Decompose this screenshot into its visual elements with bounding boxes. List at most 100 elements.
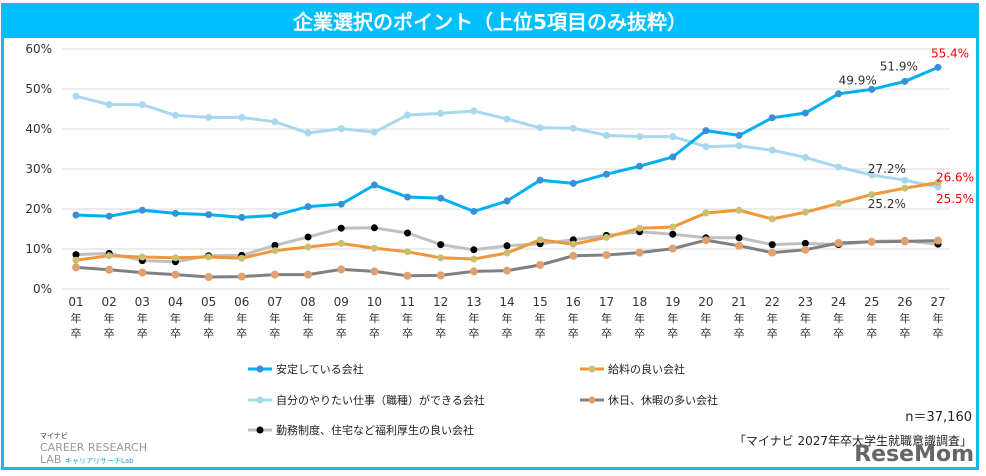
data-point	[72, 256, 80, 264]
data-point	[702, 143, 710, 151]
x-tick-label: 02	[102, 295, 117, 309]
x-tick-suffix: 年	[800, 311, 811, 325]
data-point	[503, 266, 511, 275]
data-point	[205, 253, 213, 261]
data-point	[835, 199, 843, 207]
x-tick-suffix: 卒	[369, 326, 380, 340]
data-point	[403, 271, 412, 280]
data-label: 51.9%	[880, 59, 918, 73]
data-point	[337, 224, 345, 232]
legend-label: 自分のやりたい仕事（職種）ができる会社	[276, 394, 485, 407]
data-point	[370, 224, 378, 232]
data-point	[72, 211, 80, 219]
x-tick-suffix: 卒	[402, 326, 413, 340]
x-tick-suffix: 年	[435, 311, 446, 325]
data-point	[437, 194, 445, 202]
x-tick-suffix: 卒	[336, 326, 347, 340]
data-point	[569, 124, 577, 132]
x-tick-suffix: 卒	[303, 326, 314, 340]
data-label: 26.6%	[936, 171, 974, 185]
x-tick-suffix: 年	[933, 311, 944, 325]
data-point	[536, 176, 544, 184]
data-point	[270, 270, 279, 279]
data-point	[536, 261, 545, 269]
data-point	[105, 212, 113, 220]
data-label: 55.4%	[931, 46, 969, 60]
data-point	[105, 101, 113, 109]
data-point	[304, 203, 312, 211]
data-point	[337, 265, 346, 274]
x-tick-suffix: 年	[667, 311, 678, 325]
x-tick-suffix: 年	[700, 311, 711, 325]
x-tick-label: 06	[234, 295, 249, 309]
data-point	[304, 243, 312, 251]
data-point	[404, 248, 412, 256]
data-point	[735, 234, 743, 242]
x-tick-suffix: 年	[767, 311, 778, 325]
chart-title: 企業選択のポイント（上位5項目のみ抜粋）	[4, 6, 976, 38]
legend-item: 勤務制度、住宅など福利厚生の良い会社	[248, 422, 474, 438]
data-point	[404, 193, 412, 201]
x-tick-suffix: 年	[468, 311, 479, 325]
x-tick-label: 17	[599, 295, 614, 309]
data-point	[105, 265, 114, 274]
data-point	[669, 223, 677, 231]
data-point	[934, 179, 942, 187]
x-tick-label: 10	[367, 295, 382, 309]
y-tick-label: 0%	[33, 282, 52, 296]
x-tick-suffix: 卒	[866, 326, 877, 340]
data-point	[934, 63, 942, 71]
x-tick-suffix: 卒	[700, 326, 711, 340]
x-tick-label: 26	[897, 295, 912, 309]
data-point	[304, 129, 312, 137]
x-tick-suffix: 年	[568, 311, 579, 325]
x-tick-suffix: 卒	[800, 326, 811, 340]
data-point	[536, 236, 544, 244]
data-point	[72, 251, 80, 259]
data-label: 25.5%	[936, 192, 974, 206]
data-point	[238, 254, 246, 262]
y-tick-label: 50%	[25, 82, 52, 96]
data-point	[404, 111, 412, 119]
data-point	[636, 162, 644, 170]
x-tick-suffix: 卒	[767, 326, 778, 340]
data-point	[370, 128, 378, 136]
data-point	[503, 249, 511, 257]
data-point	[868, 171, 876, 179]
x-tick-label: 19	[665, 295, 680, 309]
data-point	[271, 211, 279, 219]
x-tick-suffix: 年	[203, 311, 214, 325]
resemom-watermark: ReseMom	[854, 442, 974, 467]
data-point	[370, 244, 378, 252]
data-point	[868, 85, 876, 93]
data-point	[635, 248, 644, 257]
data-point	[867, 237, 876, 246]
data-point	[304, 233, 312, 241]
data-label: 49.9%	[839, 73, 877, 87]
x-tick-suffix: 年	[170, 311, 181, 325]
data-point	[701, 236, 710, 245]
data-point	[503, 115, 511, 123]
data-point	[702, 127, 710, 135]
y-tick-label: 30%	[25, 162, 52, 176]
x-tick-label: 12	[433, 295, 448, 309]
data-point	[768, 114, 776, 122]
x-tick-label: 25	[864, 295, 879, 309]
data-point	[271, 118, 279, 126]
legend-label: 休日、休暇の多い会社	[608, 394, 718, 407]
data-point	[370, 181, 378, 189]
x-tick-suffix: 年	[502, 311, 513, 325]
data-point	[370, 267, 379, 276]
data-point	[868, 191, 876, 199]
x-tick-suffix: 卒	[734, 326, 745, 340]
data-point	[72, 263, 80, 272]
data-point	[602, 233, 610, 241]
x-tick-suffix: 年	[601, 311, 612, 325]
legend-swatch	[580, 396, 604, 404]
x-tick-suffix: 卒	[535, 326, 546, 340]
x-tick-suffix: 卒	[104, 326, 115, 340]
x-tick-suffix: 卒	[899, 326, 910, 340]
x-tick-suffix: 年	[137, 311, 148, 325]
